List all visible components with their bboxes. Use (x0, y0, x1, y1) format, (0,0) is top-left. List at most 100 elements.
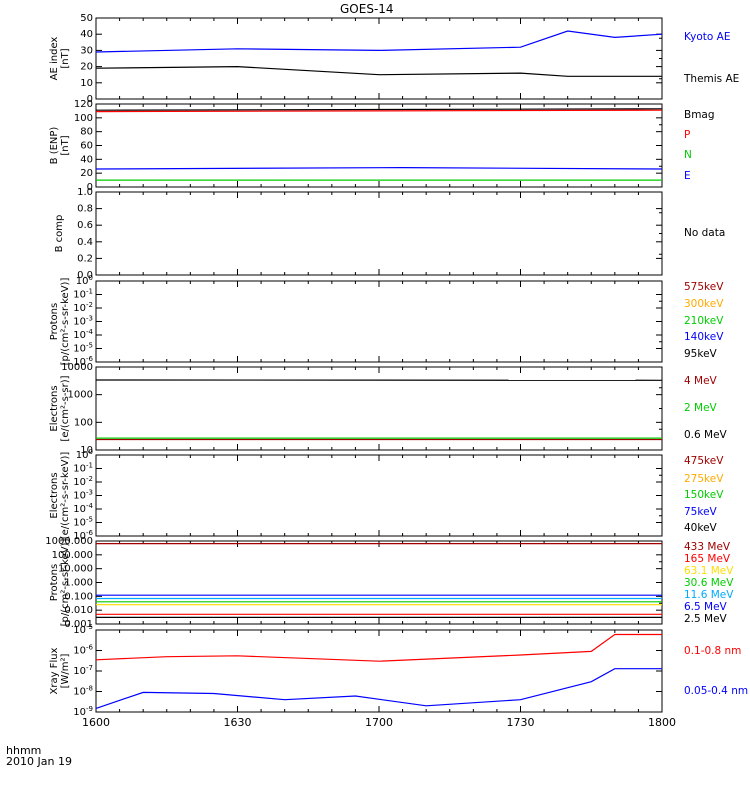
y-tick-label: 10-4 (73, 328, 93, 341)
y-axis-label: [e/(cm²-s-sr-keV)] (60, 452, 71, 540)
time-format-label: hhmm (6, 744, 42, 757)
legend-entry: 40keV (684, 522, 718, 534)
y-tick-label: 50 (80, 13, 93, 24)
x-tick-label: 1630 (224, 716, 252, 729)
panel-0: 0 10 20 30 40 50 AE index [nT] Kyoto AE Themis AE (49, 13, 739, 105)
legend-entry: 575keV (684, 281, 724, 293)
y-axis-label: Protons (49, 303, 60, 340)
legend-entry: 2 MeV (684, 402, 718, 414)
y-tick-label: 20 (80, 168, 93, 179)
y-axis-label: AE index (49, 37, 60, 81)
y-axis-label: B (ENP) (49, 127, 60, 165)
legend-entry: 6.5 MeV (684, 601, 728, 613)
y-tick-label: 10 (80, 445, 93, 456)
y-axis-label: [nT] (60, 135, 71, 155)
panel-frame (95, 103, 663, 188)
y-axis-label: Xray Flux (49, 647, 60, 694)
series-line (95, 668, 662, 709)
y-tick-label: 0 (87, 94, 93, 105)
y-tick-label: 0.001 (64, 619, 93, 630)
y-tick-label: 1000 (68, 390, 93, 401)
panel-frame (95, 191, 663, 276)
figure-title: GOES-14 (340, 2, 394, 16)
y-tick-label: 10-1 (73, 462, 93, 475)
y-tick-label: 100.000 (52, 550, 93, 561)
y-tick-label: 0.100 (64, 591, 93, 602)
y-tick-label: 10-5 (73, 623, 93, 636)
legend-entry: 210keV (684, 315, 724, 327)
x-tick-label: 1730 (507, 716, 535, 729)
y-tick-label: 10-2 (73, 475, 93, 488)
y-axis-label: [p/(cm²-s-sr-keV)] (60, 278, 71, 366)
y-tick-label: 0.2 (77, 253, 93, 264)
legend-entry: P (684, 129, 690, 141)
y-tick-label: 100 (74, 417, 93, 428)
y-tick-label: 10-5 (73, 516, 93, 529)
legend-entry: 433 MeV (684, 541, 731, 553)
legend-entry: 4 MeV (684, 375, 718, 387)
panel-frame (95, 17, 663, 100)
y-tick-label: 10-3 (73, 315, 93, 328)
legend-entry: N (684, 149, 692, 161)
legend-entry: 75keV (684, 506, 718, 518)
y-tick-label: 40 (80, 29, 93, 40)
legend-entry: 63.1 MeV (684, 565, 734, 577)
panel-1: 0 20 40 60 80 100 120 B (ENP) [nT] Bmag PNE (49, 99, 715, 193)
series-line (95, 633, 662, 662)
panel-frame (95, 540, 663, 625)
y-tick-label: 1.000 (64, 578, 93, 589)
y-tick-label: 1.0 (77, 187, 93, 198)
y-tick-label: 0 (87, 182, 93, 193)
series-line (95, 109, 663, 113)
y-tick-label: 10-7 (73, 664, 93, 677)
panel-6: 0.001 0.010 0.100 1.000 10.000 100.000 1000.00… (45, 536, 734, 630)
legend-entry: E (684, 170, 691, 182)
y-tick-label: 100 (76, 448, 93, 461)
no-data-note: No data (684, 227, 725, 239)
y-axis-label: [W/m²] (60, 653, 71, 688)
legend-entry: 0.1-0.8 nm (684, 645, 741, 657)
y-tick-label: 10.000 (58, 564, 93, 575)
y-tick-label: 10-4 (73, 502, 93, 515)
y-axis-label: B comp (54, 215, 65, 253)
y-tick-label: 10-1 (73, 288, 93, 301)
y-tick-label: 10-5 (73, 342, 93, 355)
y-axis-label: [p/(cm²-s-sr-keV)] (60, 539, 71, 627)
series-line (95, 30, 663, 53)
series-line (95, 65, 662, 77)
legend-entry: Kyoto AE (684, 31, 730, 43)
legend-entry: 300keV (684, 298, 724, 310)
legend-entry: 140keV (684, 331, 724, 343)
y-tick-label: 20 (80, 62, 93, 73)
y-tick-label: 30 (80, 45, 93, 56)
panel-4: 10 100 1000 10000 Electrons [e/(cm²-s-sr)] 4 M… (49, 362, 728, 456)
legend-entry: 95keV (684, 348, 718, 360)
legend-entry: Bmag (684, 109, 715, 121)
y-tick-label: 10-6 (73, 644, 93, 657)
y-tick-label: 10-8 (73, 685, 93, 698)
legend-entry: 0.05-0.4 nm (684, 685, 748, 697)
y-axis-label: Electrons (49, 385, 60, 431)
legend-entry: 150keV (684, 489, 724, 501)
x-tick-label: 1800 (648, 716, 676, 729)
y-axis-label: [nT] (60, 48, 71, 68)
y-tick-label: 1000.000 (45, 536, 93, 547)
y-tick-label: 0.4 (77, 237, 93, 248)
y-tick-label: 10 (80, 78, 93, 89)
legend-entry: 0.6 MeV (684, 429, 728, 441)
y-tick-label: 10-2 (73, 301, 93, 314)
y-tick-label: 10-3 (73, 489, 93, 502)
y-tick-label: 0.8 (77, 204, 93, 215)
legend-entry: 30.6 MeV (684, 577, 734, 589)
panel-frame (95, 454, 663, 537)
legend-entry: Themis AE (683, 73, 739, 85)
y-tick-label: 100 (76, 274, 93, 287)
series-line (95, 108, 663, 111)
legend-entry: 475keV (684, 455, 724, 467)
x-tick-label: 1700 (365, 716, 393, 729)
panel-frame (95, 280, 663, 363)
